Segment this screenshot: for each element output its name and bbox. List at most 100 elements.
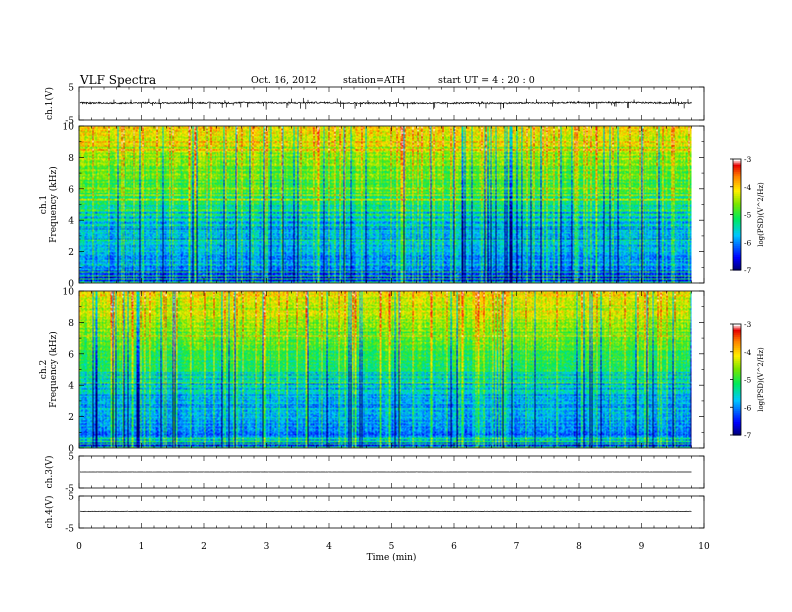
colorbar-segment [733, 370, 741, 373]
colorbar-segment [733, 383, 741, 386]
spectrogram-image [79, 291, 692, 448]
colorbar-segment [733, 401, 741, 405]
station-label: station=ATH [343, 75, 405, 86]
y-axis-label: ch.1(V) [44, 87, 55, 120]
colorbar-segment [733, 335, 741, 338]
colorbar-segment [733, 171, 741, 175]
colorbar-segment [733, 431, 741, 434]
colorbar-segment [733, 194, 741, 197]
colorbar-segment [733, 162, 741, 166]
colorbar-segment [733, 201, 741, 204]
x-tick-label: 4 [326, 542, 332, 552]
x-tick-label: 2 [201, 542, 207, 552]
colorbar-segment [733, 340, 741, 344]
colorbar-segment [733, 218, 741, 221]
figure-title: VLF Spectra [80, 73, 157, 87]
colorbar-tick-label: -7 [744, 431, 752, 440]
y-tick-label: 2 [68, 413, 74, 423]
panel-frames [78, 86, 705, 529]
colorbar-label: log(PSD)(V^2/Hz) [757, 347, 765, 412]
colorbar-segment [733, 223, 741, 227]
colorbar-segment [733, 260, 741, 264]
colorbar-segment [733, 208, 741, 212]
colorbar-tick-label: -6 [744, 403, 752, 412]
colorbar-segment [733, 251, 741, 254]
colorbar-segment [733, 262, 741, 266]
colorbar-tick-label: -5 [744, 376, 752, 385]
colorbar-segment [733, 170, 741, 173]
y-tick-label: 5 [68, 453, 74, 463]
waveform-line [79, 100, 692, 105]
colorbar-segment [733, 366, 741, 369]
colorbar-segment [733, 197, 741, 201]
x-tick-label: 0 [76, 542, 82, 552]
colorbar-segment [733, 416, 741, 419]
colorbar-segment [733, 418, 741, 421]
spectrogram-images [79, 126, 692, 448]
y-tick-label: -5 [65, 117, 74, 127]
x-tick-label: 5 [389, 542, 395, 552]
colorbar-segment [733, 412, 741, 416]
colorbar-segment [733, 373, 741, 377]
y-axis-label: ch.2 [39, 360, 49, 379]
colorbar-segment [733, 233, 741, 236]
colorbar-segment [733, 344, 741, 347]
y-tick-label: 10 [63, 288, 75, 298]
y-tick-label: 8 [68, 154, 74, 164]
colorbar-segment [733, 333, 741, 336]
colorbar-segment [733, 210, 741, 214]
colorbar-segment [733, 266, 741, 269]
colorbar-segment [733, 238, 741, 241]
x-axis-label: Time (min) [367, 552, 417, 563]
colorbar-segment [733, 164, 741, 167]
colorbar-segment [733, 264, 741, 267]
colorbars: -3 -4 -5 -6 -7 log(PSD)(V^2/Hz) -3 -4 -5 -6 -7 log(… [730, 155, 765, 440]
colorbar-segment [733, 388, 741, 392]
colorbar-segment [733, 375, 741, 379]
colorbar-segment [733, 423, 741, 427]
colorbar-segment [733, 231, 741, 234]
colorbar-segment [733, 336, 741, 340]
x-tick-label: 7 [514, 542, 520, 552]
colorbar-segment [733, 190, 741, 193]
colorbar-segment [733, 160, 741, 164]
colorbar-segment [733, 357, 741, 360]
colorbar-segment [733, 175, 741, 179]
colorbar-segment [733, 346, 741, 349]
colorbar-segment [733, 196, 741, 199]
colorbar-segment [733, 257, 741, 260]
colorbar-segment [733, 242, 741, 245]
colorbar-segment [733, 420, 741, 423]
colorbar-segment [733, 247, 741, 251]
colorbar-segment [733, 179, 741, 182]
colorbar-segment [733, 414, 741, 418]
colorbar-segment [733, 268, 741, 271]
colorbar-tick-label: -6 [744, 238, 752, 247]
colorbar-tick-label: -5 [744, 211, 752, 220]
colorbar-segment [733, 399, 741, 403]
colorbar-segment [733, 405, 741, 408]
colorbar-segment [733, 364, 741, 368]
colorbar-segment [733, 361, 741, 364]
colorbar-segment [733, 244, 741, 247]
colorbar-segment [733, 207, 741, 210]
colorbar-segment [733, 353, 741, 357]
colorbar-segment [733, 325, 741, 329]
x-tick-label: 9 [639, 542, 645, 552]
y-tick-label: 5 [68, 84, 74, 94]
colorbar-segment [733, 245, 741, 249]
colorbar-segment [733, 329, 741, 332]
colorbar-segment [733, 212, 741, 216]
colorbar-segment [733, 425, 741, 429]
y-tick-label: -5 [65, 485, 74, 495]
y-axis-label: Frequency (kHz) [48, 331, 59, 408]
spectrogram-image [79, 126, 692, 283]
y-tick-label: 8 [68, 319, 74, 329]
colorbar-segment [733, 214, 741, 217]
colorbar-segment [733, 349, 741, 353]
colorbar-segment [733, 166, 741, 169]
colorbar-segment [733, 433, 741, 436]
colorbar-segment [733, 390, 741, 394]
